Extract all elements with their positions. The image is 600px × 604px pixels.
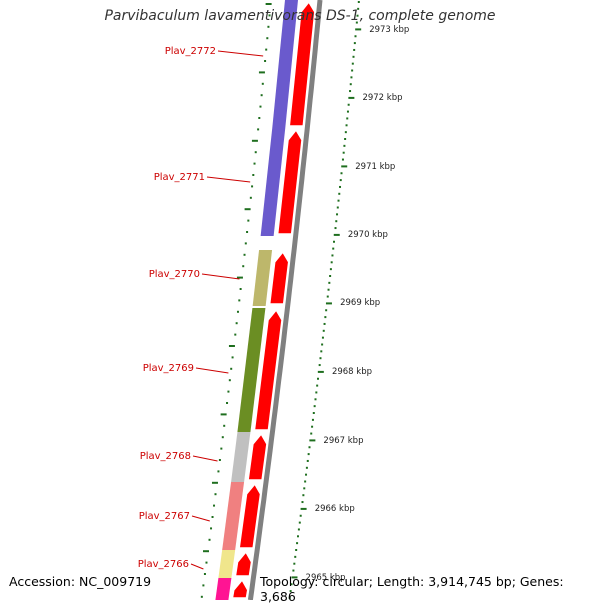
gene-label: Plav_2770 <box>149 269 200 280</box>
cog-block <box>222 482 245 550</box>
kbp-scale-ring: 2973 kbp 2972 kbp 2971 kbp 2970 kbp 2969 kbp… <box>288 1 409 599</box>
gene-label: Plav_2772 <box>165 46 216 57</box>
cog-block <box>218 550 236 578</box>
gene-leader-line <box>201 273 240 280</box>
cds-track <box>231 0 316 599</box>
kbp-label: 2971 kbp <box>355 162 395 172</box>
kbp-label: 2970 kbp <box>348 230 388 240</box>
kbp-label: 2968 kbp <box>332 367 372 377</box>
cog-block <box>215 578 232 600</box>
map-title: Parvibaculum lavamentivorans DS-1, compl… <box>104 8 496 24</box>
cog-block <box>237 308 266 432</box>
kbp-label: 2969 kbp <box>340 298 380 308</box>
gene-label: Plav_2769 <box>143 363 194 374</box>
cog-track <box>215 0 298 600</box>
gene-leader-line <box>217 50 264 57</box>
gene-leader-line <box>190 563 204 570</box>
accession-text: Accession: NC_009719 <box>9 574 152 589</box>
gene-label: Plav_2768 <box>140 451 191 462</box>
cog-block <box>260 128 286 236</box>
gene-label: Plav_2771 <box>154 172 205 183</box>
cds-arrow <box>268 250 290 305</box>
gene-label: Plav_2766 <box>138 559 189 570</box>
gene-label: Plav_2767 <box>139 511 190 522</box>
cds-arrow <box>247 432 268 481</box>
inner-tick-ring <box>200 3 272 598</box>
gene-leader-line <box>195 367 229 374</box>
cds-arrow <box>253 308 283 431</box>
cds-arrow <box>238 482 262 549</box>
cog-block <box>252 250 273 306</box>
kbp-label: 2966 kbp <box>315 504 355 514</box>
cog-block <box>231 432 251 482</box>
cog-block <box>272 0 298 128</box>
kbp-label: 2965 kbp <box>306 573 346 583</box>
kbp-label: 2967 kbp <box>323 436 363 446</box>
cds-arrow <box>231 578 249 599</box>
gene-leader-line <box>192 455 218 462</box>
gene-leader-line <box>191 515 210 522</box>
cds-arrow <box>276 128 303 235</box>
genome-backbone <box>247 0 323 600</box>
gene-labels: Plav_2772 Plav_2771 Plav_2770 Plav_2769 Plav… <box>138 46 264 570</box>
gene-leader-line <box>206 176 251 183</box>
kbp-label: 2972 kbp <box>362 93 402 103</box>
cds-arrow <box>234 550 253 577</box>
kbp-label: 2973 kbp <box>369 25 409 35</box>
cds-arrow <box>288 0 316 127</box>
